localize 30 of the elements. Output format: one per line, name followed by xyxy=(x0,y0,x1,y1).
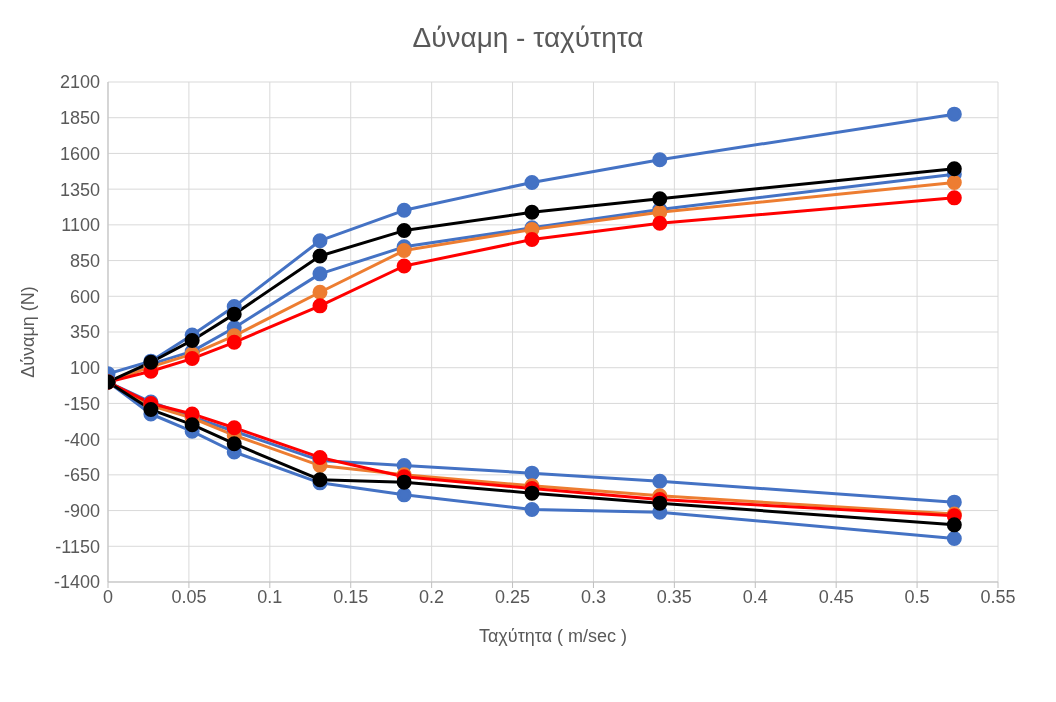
y-tick-label: 2100 xyxy=(59,72,100,93)
y-tick-label: 100 xyxy=(69,358,100,379)
y-tick-label: 1600 xyxy=(59,143,100,164)
x-tick-label: 0.25 xyxy=(495,586,531,607)
x-axis-title: Ταχύτητα ( m/sec ) xyxy=(478,626,628,646)
y-tick-label: -900 xyxy=(63,500,100,521)
y-tick-label: -1150 xyxy=(55,536,100,557)
y-tick-label: 350 xyxy=(69,322,100,343)
y-tick-label: 600 xyxy=(69,286,100,307)
x-tick-label: 0.5 xyxy=(904,586,930,607)
y-tick-label: -400 xyxy=(63,429,100,450)
x-tick-label: 0.05 xyxy=(171,586,207,607)
x-tick-label: 0.35 xyxy=(656,586,692,607)
x-tick-label: 0.3 xyxy=(580,586,606,607)
x-tick-label: 0.1 xyxy=(257,586,283,607)
y-tick-label: 1100 xyxy=(61,215,100,236)
x-tick-label: 0.4 xyxy=(742,586,768,607)
x-tick-label: 0.55 xyxy=(980,586,1016,607)
y-tick-label: -650 xyxy=(63,465,100,486)
y-tick-label: 850 xyxy=(69,250,100,271)
x-tick-label: 0 xyxy=(102,586,114,607)
y-tick-label: -150 xyxy=(63,393,100,414)
y-axis-title: Δύναμη (N) xyxy=(18,286,39,378)
y-tick-label: -1400 xyxy=(53,572,100,593)
x-tick-label: 0.15 xyxy=(333,586,369,607)
y-tick-label: 1350 xyxy=(59,179,100,200)
y-tick-label: 1850 xyxy=(59,108,100,129)
chart-title: Δύναμη - ταχύτητα xyxy=(411,21,645,55)
x-tick-label: 0.2 xyxy=(419,586,445,607)
x-tick-label: 0.45 xyxy=(818,586,854,607)
